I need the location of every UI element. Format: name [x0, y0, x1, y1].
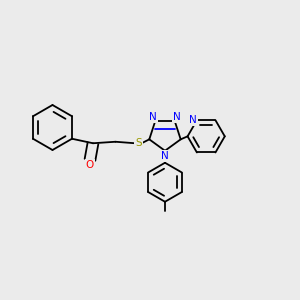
Text: N: N: [161, 151, 169, 161]
Text: S: S: [135, 138, 142, 148]
Text: N: N: [189, 115, 196, 125]
Text: N: N: [149, 112, 157, 122]
Text: N: N: [173, 112, 181, 122]
Text: O: O: [86, 160, 94, 170]
